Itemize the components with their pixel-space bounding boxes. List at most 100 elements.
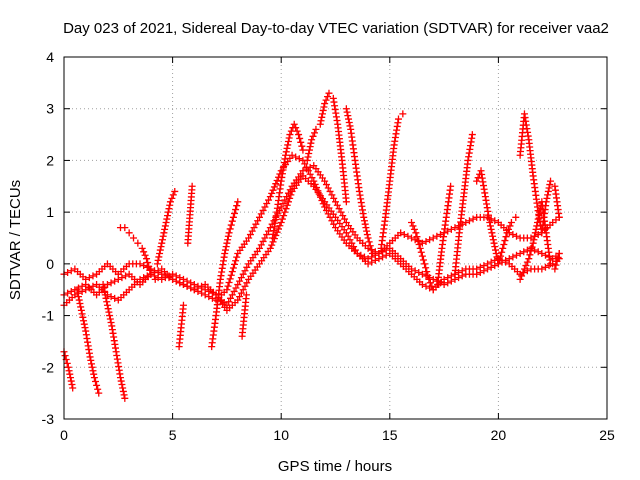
data-point — [282, 148, 290, 156]
data-point — [138, 244, 146, 252]
data-point — [281, 208, 289, 216]
data-point — [412, 229, 420, 237]
data-point — [318, 113, 326, 121]
data-point — [64, 363, 72, 371]
data-point — [161, 222, 169, 230]
data-point — [303, 165, 311, 173]
data-point — [111, 294, 119, 302]
data-point — [95, 389, 103, 397]
data-point — [134, 239, 142, 247]
data-point — [116, 374, 124, 382]
data-point — [140, 274, 148, 282]
data-point — [415, 240, 423, 248]
data-point — [79, 313, 87, 321]
data-point — [502, 233, 510, 241]
data-point — [145, 262, 153, 270]
data-point — [320, 103, 328, 111]
data-point — [364, 260, 372, 268]
data-point — [64, 289, 72, 297]
data-point — [541, 263, 549, 271]
x-tick-label: 25 — [599, 427, 615, 443]
data-point — [408, 218, 416, 226]
data-point — [89, 272, 97, 280]
data-point — [283, 201, 291, 209]
data-point — [176, 279, 184, 287]
data-point — [299, 146, 307, 154]
data-point — [67, 377, 75, 385]
data-point — [553, 257, 561, 265]
data-point — [476, 263, 484, 271]
data-point — [529, 239, 537, 247]
data-point — [364, 234, 372, 242]
data-point — [285, 134, 293, 142]
data-point — [522, 262, 530, 270]
data-point — [75, 296, 83, 304]
data-point — [368, 258, 376, 266]
y-tick-label: 4 — [46, 49, 54, 65]
data-point — [382, 251, 390, 259]
data-point — [417, 248, 425, 256]
data-point — [99, 281, 107, 289]
data-point — [503, 229, 511, 237]
data-point — [554, 253, 562, 261]
data-point — [63, 359, 71, 367]
data-point — [495, 256, 503, 264]
data-point — [119, 387, 127, 395]
data-point — [523, 258, 531, 266]
data-point — [429, 234, 437, 242]
data-point — [360, 217, 368, 225]
data-point — [492, 250, 500, 258]
data-point — [136, 275, 144, 283]
data-point — [93, 381, 101, 389]
data-point — [530, 236, 538, 244]
data-point — [266, 244, 274, 252]
data-point — [444, 274, 452, 282]
data-point — [284, 198, 292, 206]
data-point — [306, 163, 314, 171]
data-point — [86, 353, 94, 361]
data-point — [78, 310, 86, 318]
data-point — [422, 264, 430, 272]
data-point — [309, 132, 317, 140]
data-point — [465, 217, 473, 225]
data-point — [227, 221, 235, 229]
data-point — [365, 238, 373, 246]
data-point — [125, 229, 133, 237]
data-point — [107, 293, 115, 301]
data-point — [535, 212, 543, 220]
data-point — [234, 198, 242, 206]
data-point — [89, 282, 97, 290]
data-point — [490, 239, 498, 247]
data-point — [468, 131, 476, 139]
data-point — [183, 282, 191, 290]
data-point — [518, 272, 526, 280]
data-point — [532, 225, 540, 233]
data-point — [552, 261, 560, 269]
data-point — [140, 248, 148, 256]
data-point — [94, 385, 102, 393]
data-point — [394, 115, 402, 123]
data-point — [418, 281, 426, 289]
data-point — [144, 259, 152, 267]
data-point — [371, 256, 379, 264]
data-point — [447, 272, 455, 280]
data-point — [304, 153, 312, 161]
data-point — [106, 315, 114, 323]
data-point — [415, 268, 423, 276]
data-point — [104, 305, 112, 313]
data-point — [516, 250, 524, 258]
data-point — [307, 139, 315, 147]
data-point — [512, 213, 520, 221]
data-point — [425, 275, 433, 283]
data-point — [82, 286, 90, 294]
data-point — [366, 242, 374, 250]
data-point — [224, 236, 232, 244]
data-point — [107, 318, 115, 326]
y-tick-label: 1 — [46, 204, 54, 220]
data-point — [494, 260, 502, 268]
x-tick-label: 20 — [491, 427, 507, 443]
data-point — [179, 281, 187, 289]
data-point — [232, 257, 240, 265]
data-point — [194, 284, 202, 292]
data-point — [85, 284, 93, 292]
